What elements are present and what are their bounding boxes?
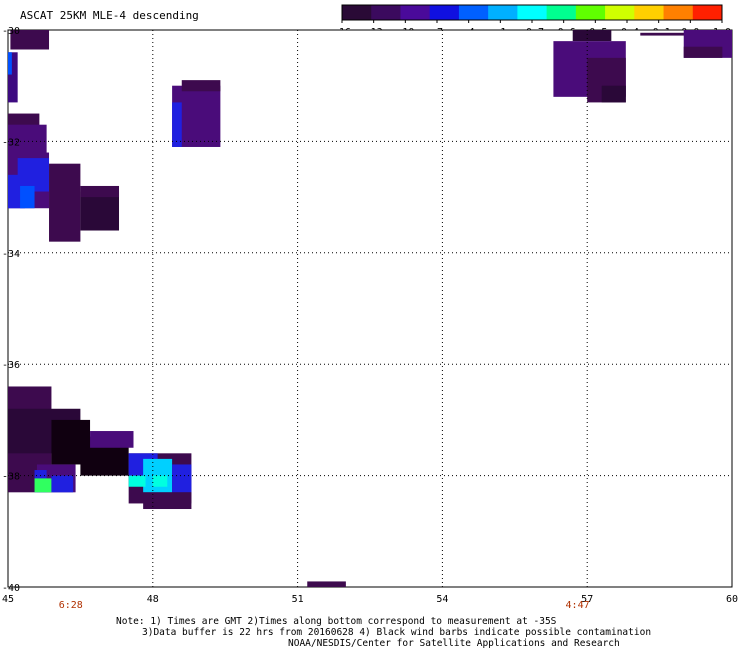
colorbar-segment [546, 5, 577, 20]
latitude-label: -38 [2, 472, 20, 483]
data-cell [172, 464, 192, 493]
time-label-second: 4:47 [565, 600, 590, 611]
data-cell [307, 581, 346, 587]
latitude-label: -32 [2, 137, 20, 148]
data-cell [80, 185, 120, 198]
longitude-label: 51 [292, 594, 304, 605]
map-frame [7, 29, 733, 588]
note-line-2: 3)Data buffer is 22 hrs from 20160628 4)… [142, 627, 652, 638]
data-cell [143, 492, 192, 510]
data-cell [152, 475, 168, 487]
data-cell [572, 30, 612, 42]
latitude-label: -36 [2, 360, 20, 371]
data-cell [80, 191, 120, 231]
data-cell [181, 80, 221, 92]
colorbar-segment [429, 5, 460, 20]
colorbar-segment [692, 5, 723, 20]
data-cell [172, 102, 182, 147]
data-cell [51, 475, 74, 493]
data-cell [8, 52, 12, 75]
longitude-label: 48 [147, 594, 159, 605]
colorbar-segment [400, 5, 431, 20]
colorbar-segment [575, 5, 606, 20]
longitude-label: 57 [581, 594, 593, 605]
data-cell [601, 85, 626, 103]
data-cell [8, 52, 18, 103]
data-cell [10, 30, 50, 50]
colorbar-segment [605, 5, 635, 20]
colorbar-segment [663, 5, 694, 20]
latitude-label: -40 [2, 583, 20, 594]
latitude-label: -34 [2, 249, 20, 260]
colorbar-segment [371, 5, 401, 20]
colorbar-segment [342, 5, 372, 20]
latitude-label: -30 [2, 26, 20, 37]
data-cell [49, 163, 81, 242]
longitude-label: 60 [726, 594, 738, 605]
note-line-3: NOAA/NESDIS/Center for Satellite Applica… [288, 638, 620, 649]
data-cell [34, 478, 52, 493]
data-cell [90, 431, 134, 448]
colorbar-segment [488, 5, 518, 20]
data-cell [640, 32, 713, 36]
data-cell [128, 475, 146, 487]
note-line-1: Note: 1) Times are GMT 2)Times along bot… [116, 616, 557, 627]
data-cell [20, 185, 35, 209]
longitude-label: 54 [436, 594, 448, 605]
colorbar-segment [517, 5, 548, 20]
time-label-first: 6:28 [58, 600, 83, 611]
colorbar-segment [458, 5, 489, 20]
data-cell [683, 46, 723, 58]
longitude-label: 45 [2, 594, 14, 605]
map-title: ASCAT 25KM MLE-4 descending [20, 9, 199, 22]
colorbar-segment [634, 5, 665, 20]
